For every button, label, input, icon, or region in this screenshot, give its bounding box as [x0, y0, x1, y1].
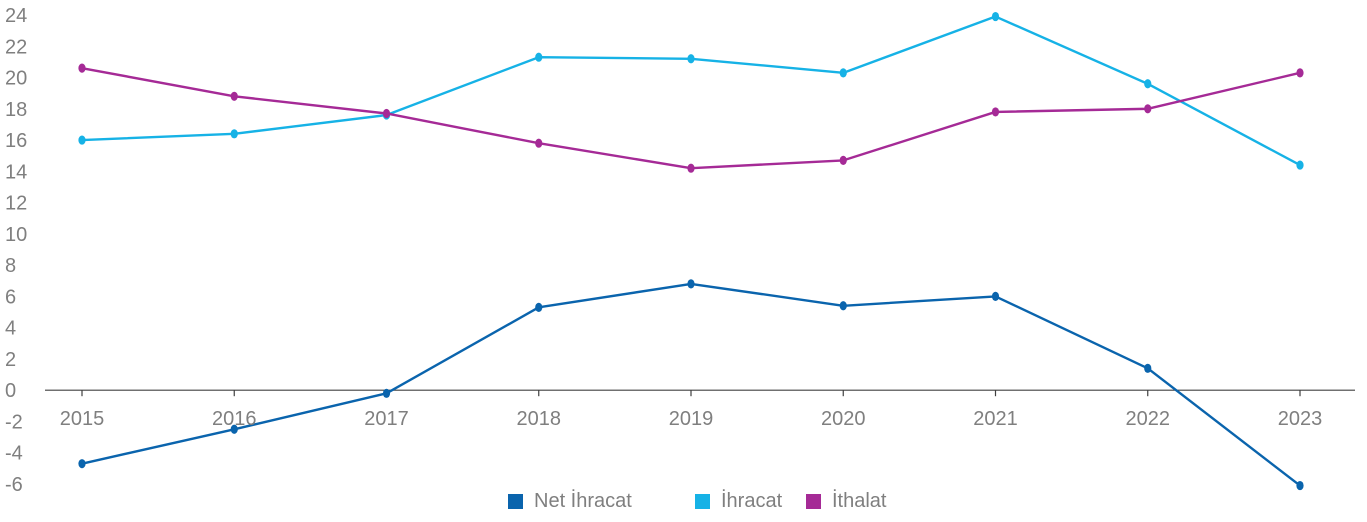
data-point: [839, 68, 847, 78]
data-point: [839, 301, 847, 311]
x-tick-label: 2016: [212, 408, 257, 430]
data-point: [1296, 480, 1304, 491]
data-point: [78, 459, 86, 469]
legend-item: İhracat: [695, 489, 783, 512]
y-tick-label: 6: [5, 286, 16, 308]
x-tick-label: 2021: [973, 408, 1018, 430]
y-tick-label: 2: [5, 349, 16, 371]
data-point: [839, 155, 847, 165]
y-tick-label: 20: [5, 68, 27, 90]
y-tick-label: 24: [5, 5, 27, 27]
y-tick-label: 16: [5, 130, 27, 152]
legend-swatch: [508, 494, 523, 509]
legend-item: Net İhracat: [508, 489, 632, 512]
data-point: [535, 52, 543, 62]
x-axis-ticks: 2015 2016 2017 2018 2019 2020 2021 2022 2023: [60, 408, 1323, 430]
data-point: [1144, 79, 1152, 89]
data-point: [230, 91, 238, 101]
legend: Net İhracat İhracat İthalat: [508, 489, 887, 512]
legend-label: İhracat: [721, 489, 783, 512]
x-tick-label: 2017: [364, 408, 409, 430]
data-point: [78, 63, 86, 73]
data-point: [230, 424, 238, 434]
legend-label: İthalat: [832, 489, 887, 512]
x-axis: [45, 389, 1355, 397]
y-tick-label: 8: [5, 255, 16, 277]
data-point: [687, 54, 695, 64]
legend-item: İthalat: [806, 489, 887, 512]
data-point: [1144, 104, 1152, 114]
data-point: [382, 388, 391, 398]
series-line-3: [81, 66, 1301, 170]
legend-label: Net İhracat: [534, 489, 632, 512]
series-points: [78, 11, 1304, 491]
series-line-2: [81, 15, 1301, 167]
legend-swatch: [806, 494, 821, 509]
series-line-1: [81, 282, 1301, 487]
data-point: [1296, 68, 1304, 78]
y-tick-label: -4: [5, 443, 23, 465]
legend-swatch: [695, 494, 710, 509]
data-point: [230, 129, 238, 139]
data-point: [535, 302, 543, 312]
x-tick-label: 2020: [821, 408, 866, 430]
data-point: [1296, 160, 1304, 170]
x-tick-label: 2018: [517, 408, 562, 430]
data-point: [78, 135, 86, 145]
data-point: [382, 108, 391, 119]
y-tick-label: 12: [5, 193, 27, 215]
data-point: [687, 163, 695, 173]
x-tick-label: 2022: [1126, 408, 1171, 430]
y-tick-label: -2: [5, 411, 23, 433]
data-point: [991, 11, 1000, 22]
y-tick-label: 18: [5, 99, 27, 121]
y-tick-label: 14: [5, 161, 27, 183]
data-point: [991, 107, 1000, 117]
y-tick-label: 10: [5, 224, 27, 246]
y-tick-label: 4: [5, 318, 16, 340]
x-tick-label: 2019: [669, 408, 714, 430]
x-tick-label: 2015: [60, 408, 105, 430]
x-tick-label: 2023: [1278, 408, 1323, 430]
y-tick-label: 0: [5, 380, 16, 402]
data-point: [687, 279, 695, 289]
y-tick-label: 22: [5, 36, 27, 58]
y-tick-label: -6: [5, 474, 23, 496]
data-point: [991, 291, 1000, 301]
data-point: [535, 138, 543, 148]
data-point: [1144, 363, 1152, 373]
